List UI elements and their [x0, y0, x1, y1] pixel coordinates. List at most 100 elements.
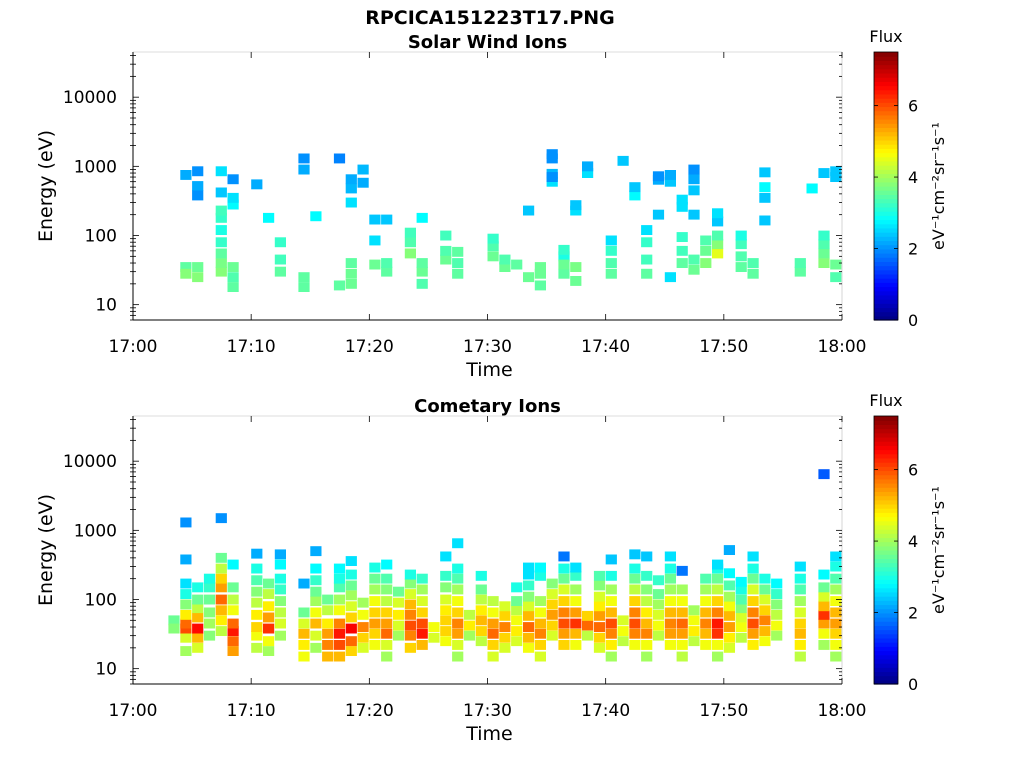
- heatmap-cell: [712, 607, 724, 618]
- heatmap-cell: [180, 578, 192, 589]
- heatmap-cell: [523, 622, 535, 632]
- heatmap-cell: [475, 626, 487, 636]
- heatmap-cell: [298, 282, 310, 292]
- heatmap-cell: [629, 549, 641, 560]
- heatmap-cell: [416, 640, 428, 650]
- colorbar-step: [874, 554, 898, 559]
- colorbar-step: [874, 520, 898, 526]
- colorbar-step: [874, 474, 898, 480]
- heatmap-cell: [416, 607, 428, 618]
- colorbar-step: [874, 445, 898, 451]
- colorbar-step: [874, 278, 898, 283]
- heatmap-cell: [605, 258, 617, 268]
- colorbar-step: [874, 608, 898, 614]
- heatmap-cell: [263, 589, 275, 599]
- colorbar-step: [874, 123, 898, 128]
- heatmap-cell: [523, 205, 535, 216]
- heatmap-cell: [712, 640, 724, 650]
- heatmap-cell: [333, 618, 346, 629]
- heatmap-cell: [676, 194, 688, 205]
- heatmap-cell: [487, 618, 499, 629]
- heatmap-cell: [593, 610, 606, 621]
- heatmap-cell: [263, 646, 275, 656]
- heatmap-cell: [558, 244, 570, 255]
- heatmap-cell: [830, 651, 842, 662]
- heatmap-cell: [404, 248, 416, 259]
- x-axis-label: Time: [465, 359, 513, 381]
- heatmap-cell: [558, 628, 570, 639]
- heatmap-cell: [511, 259, 523, 270]
- heatmap-cell: [381, 651, 393, 662]
- colorbar-step: [874, 491, 898, 497]
- colorbar-step: [874, 545, 898, 551]
- heatmap-cell: [605, 618, 617, 629]
- heatmap-cell: [771, 630, 783, 641]
- heatmap-cell: [700, 573, 712, 584]
- heatmap-cell: [227, 646, 239, 656]
- colorbar-step: [874, 533, 898, 539]
- heatmap-cell: [759, 584, 771, 595]
- heatmap-cell: [251, 622, 263, 632]
- colorbar-step: [874, 667, 898, 673]
- heatmap-cell: [723, 580, 735, 591]
- heatmap-cell: [440, 636, 452, 647]
- heatmap-cell: [452, 618, 464, 629]
- heatmap-cell: [747, 268, 759, 279]
- heatmap-cell: [664, 640, 676, 650]
- colorbar-step: [874, 131, 898, 137]
- heatmap-cell: [818, 469, 830, 480]
- heatmap-cell: [570, 205, 582, 216]
- heatmap-cell: [676, 618, 688, 629]
- heatmap-cell: [676, 596, 688, 606]
- colorbar-step: [874, 466, 898, 472]
- heatmap-cell: [723, 568, 735, 579]
- heatmap-cell: [546, 599, 558, 610]
- heatmap-cell: [617, 155, 629, 166]
- heatmap-cell: [759, 626, 771, 636]
- colorbar-step: [874, 52, 898, 57]
- colorbar-title: Flux: [869, 27, 902, 46]
- colorbar-step: [874, 483, 898, 488]
- heatmap-cell: [475, 615, 487, 626]
- heatmap-cell: [180, 599, 192, 610]
- colorbar-step: [874, 127, 898, 133]
- colorbar-step: [874, 165, 898, 170]
- colorbar-step: [874, 566, 898, 572]
- heatmap-cell: [605, 596, 617, 606]
- colorbar-tick-label: 4: [908, 532, 918, 551]
- y-tick-label: 10: [95, 660, 117, 680]
- heatmap-cell: [676, 565, 688, 576]
- heatmap-cell: [747, 596, 759, 606]
- heatmap-cell: [712, 573, 724, 584]
- heatmap-cell: [534, 562, 546, 573]
- heatmap-cell: [794, 266, 806, 277]
- heatmap-cell: [735, 632, 747, 643]
- heatmap-cell: [759, 573, 771, 584]
- heatmap-cell: [712, 559, 724, 570]
- colorbar-step: [874, 625, 898, 631]
- heatmap-cell: [440, 551, 452, 562]
- heatmap-cell: [605, 607, 617, 618]
- heatmap-cell: [404, 609, 416, 620]
- colorbar-step: [874, 503, 898, 509]
- heatmap-cell: [322, 640, 334, 650]
- heatmap-cell: [664, 176, 676, 187]
- colorbar-step: [874, 227, 898, 233]
- heatmap-cell: [759, 215, 771, 226]
- heatmap-cell: [617, 615, 629, 626]
- colorbar-tick-label: 2: [908, 240, 918, 259]
- heatmap-cell: [688, 636, 700, 647]
- heatmap-cell: [251, 642, 263, 653]
- heatmap-cell: [771, 609, 783, 620]
- heatmap-cell: [298, 272, 310, 283]
- heatmap-cell: [274, 254, 286, 265]
- heatmap-cell: [534, 640, 546, 650]
- colorbar-tick-label: 2: [908, 604, 918, 623]
- heatmap-cell: [487, 233, 499, 244]
- heatmap-cell: [582, 630, 594, 641]
- colorbar-step: [874, 299, 898, 304]
- heatmap-cell: [227, 174, 239, 185]
- heatmap-cell: [263, 578, 275, 589]
- x-tick-label: 17:20: [345, 701, 394, 721]
